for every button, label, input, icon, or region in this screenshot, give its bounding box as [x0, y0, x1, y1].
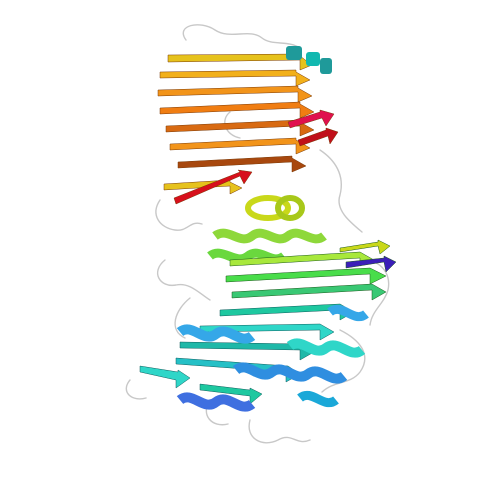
- coil-loop: [319, 149, 363, 233]
- coil-loop: [174, 297, 191, 339]
- beta-strand: [287, 109, 335, 129]
- beta-strand: [339, 239, 391, 255]
- beta-strand: [139, 365, 191, 389]
- beta-strand: [199, 323, 335, 341]
- coil-loop: [155, 199, 203, 231]
- beta-strand: [345, 255, 397, 273]
- helix-ribbon: [327, 305, 369, 321]
- beta-strand: [169, 137, 311, 155]
- beta-sheet-middle: [225, 239, 397, 301]
- helix-ribbon: [232, 362, 348, 384]
- helix-ribbon: [286, 338, 366, 358]
- beta-strand: [159, 69, 311, 87]
- beta-strand: [297, 127, 339, 147]
- helix-ribbon: [297, 391, 339, 407]
- helix-segment: [306, 52, 320, 66]
- beta-strand: [177, 155, 307, 173]
- helix-teal-cap: [286, 46, 332, 74]
- beta-strand: [165, 119, 315, 137]
- beta-strand: [157, 85, 313, 103]
- helix-segment: [320, 58, 332, 74]
- helix-middle-green: [207, 195, 327, 264]
- helix-segment: [286, 46, 302, 60]
- helix-ribbon: [212, 228, 327, 244]
- beta-strand: [173, 169, 253, 205]
- helix-ribbon: [176, 324, 256, 344]
- helix-coil: [245, 195, 291, 221]
- helix-lower-blue: [176, 305, 369, 412]
- helix-coil: [275, 195, 305, 221]
- beta-strand: [159, 101, 315, 119]
- beta-sheet-lower: [139, 303, 355, 405]
- beta-strand: [199, 383, 263, 405]
- coil-loop: [182, 24, 301, 49]
- beta-strand: [231, 283, 387, 301]
- beta-strand: [225, 267, 387, 285]
- coil-loop: [321, 329, 366, 393]
- beta-sheet-top: [157, 53, 339, 205]
- coil-loop: [125, 379, 147, 400]
- helix-ribbon: [176, 392, 256, 412]
- coil-loop: [248, 419, 311, 444]
- coil-loop: [156, 259, 211, 301]
